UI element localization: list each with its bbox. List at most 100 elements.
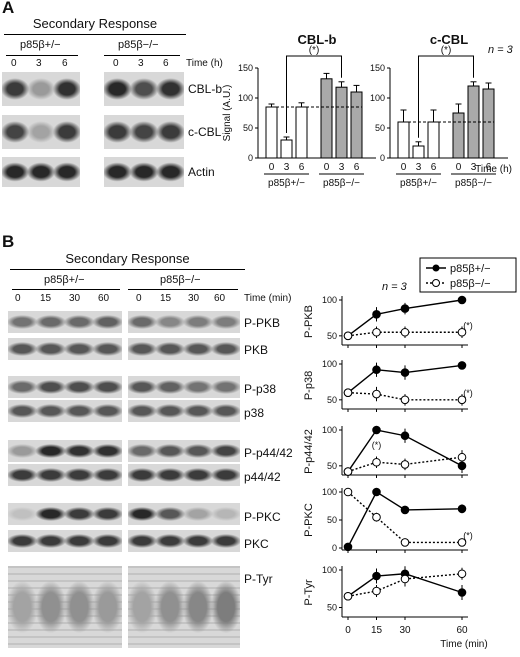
data-point-het	[400, 368, 410, 377]
blot-pkc-het	[8, 530, 122, 552]
blot-p-pkb-ko	[128, 311, 240, 333]
blot-label-p38: p38	[244, 406, 265, 420]
y-tick-label: 100	[322, 487, 337, 497]
data-point-het	[457, 295, 467, 305]
panel-a-genotype-ko-line	[104, 55, 180, 56]
y-tick-label: 50	[327, 515, 337, 525]
data-point-ko	[457, 538, 467, 547]
blot-p-tyr-het	[8, 566, 122, 648]
panel-b-genotype-ko: p85β−/−	[160, 274, 201, 286]
y-tick-label: 50	[375, 123, 385, 133]
bar	[265, 106, 278, 159]
x-tick-label: 0	[269, 162, 275, 173]
y-tick-label: 50	[327, 461, 337, 471]
panel-a-time-tick: 3	[138, 58, 144, 69]
panel-a-header-line	[4, 34, 186, 35]
y-tick-label: 0	[380, 153, 385, 163]
legend-label-het: p85β+/−	[450, 263, 491, 275]
data-point-het	[343, 591, 353, 601]
series-line-het	[347, 429, 463, 472]
panel-b-time-tick: 0	[15, 293, 21, 304]
y-tick-label: 100	[370, 93, 385, 103]
data-point-het	[372, 310, 381, 319]
panel-b-header-line	[10, 269, 245, 270]
y-tick-label: 100	[238, 93, 253, 103]
significance-label: (*)	[463, 388, 473, 398]
x-tick-label: 3	[471, 162, 477, 173]
data-point-het	[400, 304, 410, 313]
significance-label: (*)	[463, 530, 473, 540]
blot-p-pkc-ko	[128, 503, 240, 525]
data-point-ko	[400, 574, 410, 584]
data-point-ko	[372, 327, 381, 337]
significance-label: (*)	[463, 320, 473, 330]
data-point-ko	[343, 487, 353, 497]
data-point-het	[400, 505, 410, 515]
bar	[412, 145, 425, 159]
line-chart-p-p38: 50 100 P-p38 (*)	[303, 359, 473, 412]
data-point-ko	[457, 569, 467, 579]
data-point-het	[372, 425, 381, 435]
x-tick-label: 6	[354, 162, 360, 173]
bar	[452, 112, 465, 159]
x-tick-label: 6	[486, 162, 492, 173]
blot-p44-42-ko	[128, 464, 240, 486]
bar	[335, 86, 348, 159]
series-line-het	[347, 364, 463, 394]
series-line-het	[347, 573, 463, 597]
panel-a-time-tick: 0	[11, 58, 17, 69]
panel-b-header: Secondary Response	[65, 251, 190, 266]
blot-cbl-b-ko	[104, 72, 184, 106]
data-point-ko	[457, 327, 467, 337]
series-line-ko	[347, 391, 462, 401]
panel-b-letter: B	[2, 232, 15, 251]
data-point-ko	[372, 457, 381, 467]
y-axis-label: P-PKB	[303, 305, 315, 338]
y-axis-label: P-PKC	[303, 503, 315, 537]
blot-label-actin: Actin	[188, 165, 215, 179]
y-tick-label: 100	[322, 295, 337, 305]
bar	[427, 121, 440, 159]
data-point-ko	[457, 452, 467, 462]
blot-p-pkc-het	[8, 503, 122, 525]
data-point-het	[457, 461, 467, 471]
blot-label-p-pkb: P-PKB	[244, 316, 281, 330]
blot-actin-het	[2, 157, 80, 187]
blot-p-p38-ko	[128, 376, 240, 398]
data-point-ko	[372, 512, 381, 522]
blot-label-pkc: PKC	[244, 537, 269, 551]
panel-a-time-label: Time (h)	[186, 58, 223, 69]
panel-b-time-label: Time (min)	[244, 293, 292, 304]
line-chart-p-p44-42: 50 100 P-p44/42 (*)	[303, 425, 468, 478]
panel-b-time-tick: 0	[136, 293, 142, 304]
x-tick-label: 0	[324, 162, 330, 173]
x-tick-label: 0	[345, 625, 351, 636]
panel-a-letter: A	[2, 0, 15, 17]
blot-p-p44-42-het	[8, 440, 122, 462]
bar	[280, 139, 293, 159]
y-tick-label: 50	[327, 331, 337, 341]
data-point-ko	[400, 327, 410, 337]
x-tick-label: 30	[399, 625, 411, 636]
blot-c-cbl-ko	[104, 115, 184, 149]
bar	[295, 106, 308, 159]
y-axis-label: P-Tyr	[303, 579, 315, 606]
data-point-ko	[343, 467, 353, 476]
data-point-het	[343, 542, 353, 552]
series-line-het	[347, 299, 463, 337]
group-label: p85β+/−	[400, 178, 437, 189]
blot-p38-het	[8, 400, 122, 422]
bar	[482, 88, 495, 159]
blot-label-p44-42: p44/42	[244, 470, 281, 484]
group-label: p85β+/−	[268, 178, 305, 189]
blot-cbl-b-het	[2, 72, 80, 106]
blot-c-cbl-het	[2, 115, 80, 149]
series-line-ko	[347, 456, 463, 473]
panel-a-genotype-het-line	[6, 55, 78, 56]
blot-label-cbl-b: CBL-b	[188, 82, 223, 96]
data-point-ko	[400, 538, 410, 547]
x-tick-label: 3	[284, 162, 290, 173]
